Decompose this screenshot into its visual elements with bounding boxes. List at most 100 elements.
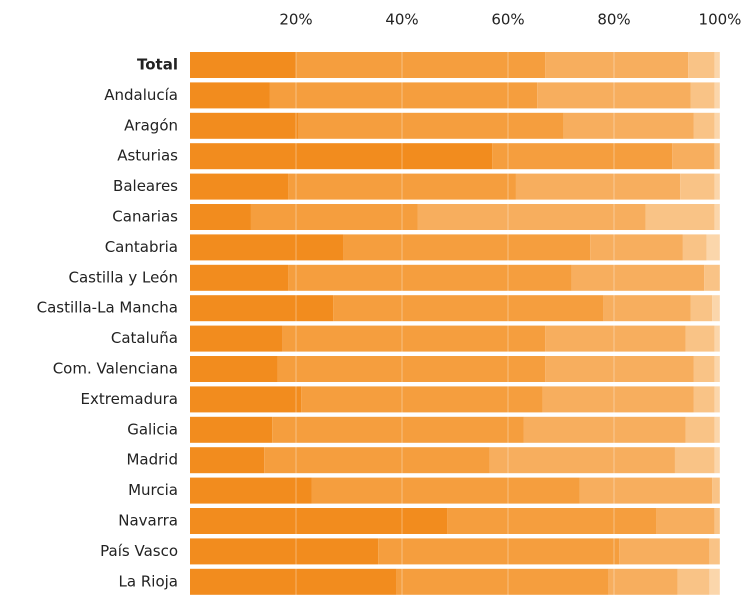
bar-segment xyxy=(714,143,720,170)
bar-segment xyxy=(714,447,720,474)
category-label: Andalucía xyxy=(104,86,178,104)
category-label: La Rioja xyxy=(119,572,178,590)
bar-segment xyxy=(656,508,715,534)
bar-segment xyxy=(269,82,538,109)
category-label: Murcia xyxy=(128,481,178,499)
bar-segment xyxy=(190,173,289,200)
bar-segment xyxy=(685,416,715,443)
bar-segment xyxy=(282,325,546,352)
bar-segment xyxy=(190,264,289,291)
bar-segment xyxy=(545,356,694,382)
bar-segment xyxy=(288,173,516,200)
bar-segment xyxy=(277,356,546,382)
bar-segment xyxy=(704,264,720,291)
bar-segment xyxy=(489,447,675,474)
bar-segment xyxy=(545,52,689,78)
bar-segment xyxy=(537,82,691,109)
bar-segment xyxy=(563,112,694,139)
category-label: País Vasco xyxy=(100,542,178,560)
bar-segment xyxy=(674,447,715,474)
bar-segment xyxy=(714,416,720,443)
x-tick-label: 100% xyxy=(699,11,742,29)
category-label: Aragón xyxy=(124,116,178,134)
bar-segment xyxy=(714,173,720,200)
bar-segment xyxy=(298,112,564,139)
bar-segment xyxy=(690,295,713,322)
bar-segment xyxy=(690,82,715,109)
bar-segment xyxy=(571,264,705,291)
x-tick-label: 40% xyxy=(385,11,418,29)
category-label: Cataluña xyxy=(111,329,178,347)
bar-segment xyxy=(714,386,720,413)
bar-segment xyxy=(682,234,707,261)
bar-segment xyxy=(190,234,344,261)
category-label: Asturias xyxy=(117,147,178,165)
category-label: Baleares xyxy=(113,177,178,195)
bar-segment xyxy=(333,295,604,322)
bar-segment xyxy=(712,477,720,504)
bar-segment xyxy=(545,325,686,352)
category-label: Castilla-La Mancha xyxy=(37,299,178,317)
bar-segment xyxy=(250,204,418,230)
bar-segment xyxy=(190,447,265,474)
bar-segment xyxy=(603,295,691,322)
x-tick-label: 80% xyxy=(597,11,630,29)
category-label: Com. Valenciana xyxy=(53,360,178,378)
category-label: Cantabria xyxy=(105,238,178,256)
bar-segment xyxy=(190,143,493,170)
bar-segment xyxy=(190,356,278,382)
bar-segment xyxy=(523,416,686,443)
bar-segment xyxy=(190,52,296,78)
bar-segment xyxy=(680,173,715,200)
bar-segment xyxy=(378,538,620,565)
bar-segment xyxy=(714,82,720,109)
bar-segment xyxy=(645,204,715,230)
bar-segment xyxy=(296,52,546,78)
bar-segment xyxy=(288,264,572,291)
bar-segment xyxy=(190,204,251,230)
bar-segment xyxy=(706,234,720,261)
bar-segment xyxy=(190,112,299,139)
bar-segment xyxy=(685,325,715,352)
bar-segment xyxy=(714,356,720,382)
bar-segment xyxy=(579,477,713,504)
bar-segment xyxy=(272,416,524,443)
x-tick-label: 60% xyxy=(491,11,524,29)
bar-segment xyxy=(709,568,720,595)
category-label: Navarra xyxy=(118,512,178,530)
bar-segment xyxy=(190,82,270,109)
bar-segment xyxy=(343,234,591,261)
bar-segment xyxy=(190,477,312,504)
bar-segment xyxy=(311,477,580,504)
bar-segment xyxy=(688,52,715,78)
bar-segment xyxy=(709,538,720,565)
x-tick-label: 20% xyxy=(279,11,312,29)
bar-segment xyxy=(542,386,694,413)
bar-segment xyxy=(693,112,715,139)
bar-segment xyxy=(190,416,273,443)
bar-segment xyxy=(447,508,657,534)
category-label: Galicia xyxy=(127,420,178,438)
bar-segment xyxy=(608,568,678,595)
bar-segment xyxy=(301,386,543,413)
bar-segment xyxy=(693,356,715,382)
bar-segment xyxy=(396,568,609,595)
bar-segment xyxy=(590,234,683,261)
bar-segment xyxy=(190,325,283,352)
bar-segment xyxy=(515,173,681,200)
bar-segment xyxy=(693,386,715,413)
bar-segment xyxy=(264,447,490,474)
bar-segment xyxy=(714,508,720,534)
bar-segment xyxy=(714,325,720,352)
category-label: Extremadura xyxy=(81,390,179,408)
bar-segment xyxy=(714,112,720,139)
bar-segment xyxy=(714,204,720,230)
bar-segment xyxy=(417,204,646,230)
bar-segment xyxy=(677,568,710,595)
bar-segment xyxy=(190,386,302,413)
bar-segment xyxy=(190,568,397,595)
bar-segment xyxy=(712,295,720,322)
bar-segment xyxy=(672,143,715,170)
bar-segment xyxy=(714,52,720,78)
bar-segment xyxy=(190,538,379,565)
